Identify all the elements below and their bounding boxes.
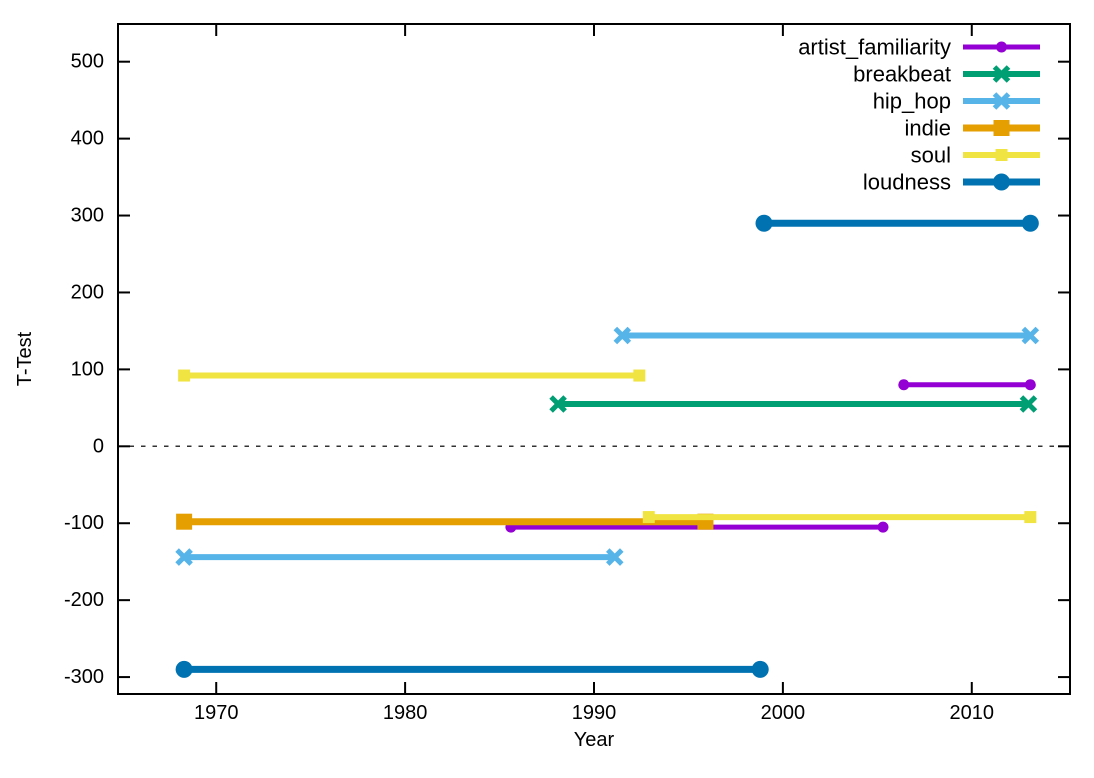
x-tick-label: 1980 [383,702,428,724]
marker-circle [175,660,193,678]
legend: artist_familiaritybreakbeathip_hopindies… [798,35,1040,195]
marker-square [995,149,1008,161]
y-axis-title: T-Test [14,331,36,386]
marker-square [176,513,193,530]
marker-circle [1024,379,1036,391]
marker-circle [898,379,910,391]
legend-label: indie [905,116,951,141]
y-tick-label: 500 [71,51,104,73]
y-tick-label: -200 [64,589,104,611]
marker-circle [751,660,769,678]
marker-square [178,369,191,382]
marker-circle [996,41,1007,53]
series-hip_hop [175,326,1040,566]
series-soul [178,369,1037,524]
legend-item-soul: soul [911,143,1040,168]
y-tick-label: 400 [71,128,104,150]
marker-x [606,548,624,566]
marker-x [613,326,632,345]
marker-square [642,511,655,524]
x-tick-label: 2000 [761,702,806,724]
legend-label: hip_hop [873,89,951,114]
series-loudness [175,214,1039,678]
y-tick-label: 100 [71,358,104,380]
plot-border [117,23,1071,695]
marker-x [992,65,1011,83]
x-axis-title: Year [574,729,615,751]
legend-label: soul [911,143,951,168]
series-artist_familiarity [505,379,1036,533]
marker-circle [1021,214,1039,232]
legend-item-artist_familiarity: artist_familiarity [798,35,1040,60]
marker-circle [993,173,1010,191]
y-tick-label: 200 [71,281,104,303]
y-tick-label: 300 [71,205,104,227]
legend-item-loudness: loudness [863,170,1040,195]
legend-label: breakbeat [853,62,951,87]
marker-square [633,369,646,382]
series-breakbeat [549,395,1038,413]
marker-circle [877,521,889,533]
marker-circle [755,214,773,232]
y-tick-label: 0 [93,435,104,457]
series-indie [176,513,714,530]
y-tick-label: -100 [64,512,104,534]
x-tick-label: 1970 [194,702,239,724]
marker-x [1019,395,1038,413]
legend-label: loudness [863,170,951,195]
marker-square [1024,511,1037,524]
legend-label: artist_familiarity [798,35,951,60]
marker-x [992,92,1011,110]
x-tick-label: 1990 [572,702,617,724]
marker-square [993,120,1010,136]
y-tick-label: -300 [64,666,104,688]
axis-ticks: -300 -200 -100 0 100 200 300 400 500 1970 1980 1990… [64,24,1070,724]
marker-x [549,395,567,413]
x-tick-label: 2010 [950,702,995,724]
legend-item-hip_hop: hip_hop [873,89,1040,114]
marker-x [175,548,193,566]
marker-x [1021,326,1040,345]
legend-item-breakbeat: breakbeat [853,62,1040,87]
legend-item-indie: indie [905,116,1040,141]
